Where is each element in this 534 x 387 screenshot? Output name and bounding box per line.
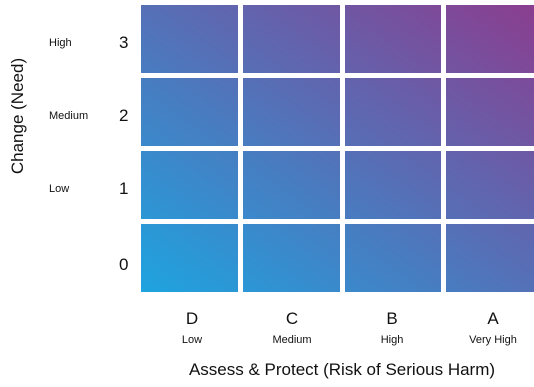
cell-1-C bbox=[242, 151, 340, 219]
cell-2-B bbox=[344, 78, 442, 146]
cell-0-A bbox=[446, 224, 534, 292]
cell-1-A bbox=[446, 151, 534, 219]
cell-1-D bbox=[141, 151, 238, 219]
y-tick-label-low: Low bbox=[49, 183, 70, 195]
x-tick-label-low: Low bbox=[181, 334, 203, 346]
cell-3-D bbox=[141, 5, 238, 73]
cell-0-C bbox=[242, 224, 340, 292]
x-tick-label-medium: Medium bbox=[272, 334, 312, 346]
cell-2-D bbox=[141, 78, 238, 146]
x-tick-label-very-high: Very High bbox=[469, 334, 517, 346]
y-tick-value-3: 3 bbox=[119, 33, 129, 52]
cell-3-B bbox=[344, 5, 442, 73]
cell-0-D bbox=[141, 224, 238, 292]
y-tick-value-1: 1 bbox=[119, 179, 129, 198]
cell-2-C bbox=[242, 78, 340, 146]
y-tick-label-high: High bbox=[49, 37, 72, 49]
x-tick-letter-a: A bbox=[487, 309, 499, 328]
x-axis-title: Assess & Protect (Risk of Serious Harm) bbox=[188, 360, 496, 379]
y-tick-value-0: 0 bbox=[119, 255, 129, 274]
heatmap-grid bbox=[141, 5, 534, 292]
cell-0-B bbox=[344, 224, 442, 292]
cell-1-B bbox=[344, 151, 442, 219]
x-tick-label-high: High bbox=[380, 334, 404, 346]
y-tick-value-2: 2 bbox=[119, 106, 129, 125]
cell-3-C bbox=[242, 5, 340, 73]
cell-3-A bbox=[446, 5, 534, 73]
y-axis-title: Change (Need) bbox=[8, 57, 27, 175]
x-tick-letter-c: C bbox=[285, 309, 299, 328]
x-tick-letter-d: D bbox=[185, 309, 199, 328]
y-tick-label-medium: Medium bbox=[49, 110, 89, 122]
cell-2-A bbox=[446, 78, 534, 146]
x-tick-letter-b: B bbox=[386, 309, 398, 328]
